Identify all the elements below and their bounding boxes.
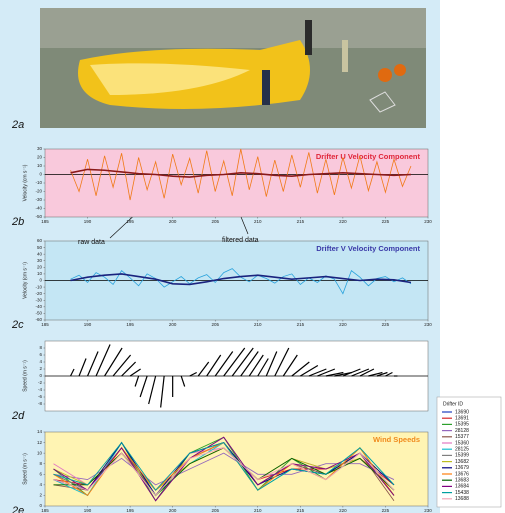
y-tick-label: -30 xyxy=(35,197,42,202)
y-axis-label: Velocity (cm s⁻¹) xyxy=(22,262,28,299)
y-tick-label: -50 xyxy=(35,311,42,316)
y-tick-label: -40 xyxy=(35,206,42,211)
y-tick-label: -20 xyxy=(35,189,42,194)
x-tick-label: 220 xyxy=(339,219,347,224)
chart-title: Drifter U Velocity Component xyxy=(316,152,421,161)
x-tick-label: 205 xyxy=(211,508,219,513)
y-tick-label: 10 xyxy=(37,271,43,276)
y-tick-label: -4 xyxy=(38,387,42,392)
x-tick-label: 215 xyxy=(297,322,305,327)
x-tick-label: 190 xyxy=(84,508,92,513)
legend-label: 13690 xyxy=(455,409,469,415)
photo-buoy xyxy=(378,68,392,82)
x-tick-label: 195 xyxy=(126,508,134,513)
y-tick-label: -6 xyxy=(38,394,42,399)
x-tick-label: 220 xyxy=(339,322,347,327)
x-tick-label: 195 xyxy=(126,219,134,224)
x-tick-label: 215 xyxy=(297,219,305,224)
photo xyxy=(40,8,426,128)
x-tick-label: 190 xyxy=(84,322,92,327)
figure: 2a 2bVelocity (cm s⁻¹)3020100-10-20-30-4… xyxy=(0,0,505,513)
legend-label: 15377 xyxy=(455,434,469,440)
x-tick-label: 190 xyxy=(84,219,92,224)
x-tick-label: 205 xyxy=(211,322,219,327)
legend-label: 13679 xyxy=(455,465,469,471)
legend-label: 13676 xyxy=(455,471,469,477)
legend-label: 13683 xyxy=(455,478,469,484)
y-tick-label: -20 xyxy=(35,291,42,296)
x-tick-label: 230 xyxy=(424,219,432,224)
y-tick-label: -30 xyxy=(35,297,42,302)
x-tick-label: 195 xyxy=(126,322,134,327)
y-tick-label: 10 xyxy=(37,163,43,168)
chart-title: Drifter V Velocity Component xyxy=(316,244,420,253)
panel-label: 2b xyxy=(11,216,24,228)
annotation: raw data xyxy=(78,239,105,246)
chart-title: Wind Speeds xyxy=(373,435,420,444)
photo-sky xyxy=(40,8,426,48)
y-tick-label: 10 xyxy=(37,450,43,455)
photo-person xyxy=(342,40,348,72)
legend-label: 28128 xyxy=(455,428,469,434)
x-tick-label: 225 xyxy=(382,508,390,513)
x-tick-label: 230 xyxy=(424,508,432,513)
y-tick-label: 14 xyxy=(37,429,43,434)
y-tick-label: -2 xyxy=(38,380,42,385)
legend-box xyxy=(437,397,501,507)
y-axis-label: Speed (m s⁻¹) xyxy=(22,453,28,485)
legend-label: 13684 xyxy=(455,484,469,490)
y-tick-label: 30 xyxy=(37,146,43,151)
x-tick-label: 185 xyxy=(41,219,49,224)
legend-title: Drifter ID xyxy=(443,401,463,407)
x-tick-label: 220 xyxy=(339,508,347,513)
y-tick-label: -10 xyxy=(35,284,42,289)
x-tick-label: 205 xyxy=(211,219,219,224)
y-tick-label: 12 xyxy=(37,440,43,445)
y-tick-label: -8 xyxy=(38,401,42,406)
panel-label: 2a xyxy=(11,119,24,131)
legend-label: 15399 xyxy=(455,453,469,459)
x-tick-label: 185 xyxy=(41,508,49,513)
x-tick-label: 230 xyxy=(424,322,432,327)
x-tick-label: 210 xyxy=(254,322,262,327)
x-tick-label: 225 xyxy=(382,322,390,327)
x-tick-label: 225 xyxy=(382,219,390,224)
legend-label: 13691 xyxy=(455,416,469,422)
y-tick-label: -10 xyxy=(35,180,42,185)
photo-person xyxy=(305,20,312,55)
y-axis-label: Velocity (cm s⁻¹) xyxy=(22,164,28,201)
x-tick-label: 215 xyxy=(297,508,305,513)
legend-label: 13688 xyxy=(455,496,469,502)
y-tick-label: 50 xyxy=(37,245,43,250)
panel-label: 2e xyxy=(11,505,24,513)
legend-label: 13682 xyxy=(455,459,469,465)
y-axis-label: Speed (m s⁻¹) xyxy=(22,360,28,392)
x-tick-label: 185 xyxy=(41,322,49,327)
x-tick-label: 210 xyxy=(254,508,262,513)
legend-label: 15395 xyxy=(455,422,469,428)
x-tick-label: 200 xyxy=(169,219,177,224)
legend-label: 15360 xyxy=(455,440,469,446)
x-tick-label: 210 xyxy=(254,219,262,224)
legend-label: 28125 xyxy=(455,447,469,453)
y-tick-label: 40 xyxy=(37,251,43,256)
legend-label: 15438 xyxy=(455,490,469,496)
annotation: filtered data xyxy=(222,237,259,244)
y-tick-label: 30 xyxy=(37,258,43,263)
panel-label: 2c xyxy=(11,319,24,331)
y-tick-label: 60 xyxy=(37,238,43,243)
x-tick-label: 200 xyxy=(169,322,177,327)
panel-label: 2d xyxy=(11,410,25,422)
x-tick-label: 200 xyxy=(169,508,177,513)
y-tick-label: 20 xyxy=(37,265,43,270)
photo-person xyxy=(262,70,270,105)
photo-buoy xyxy=(394,64,406,76)
y-tick-label: -40 xyxy=(35,304,42,309)
y-tick-label: 20 xyxy=(37,155,43,160)
